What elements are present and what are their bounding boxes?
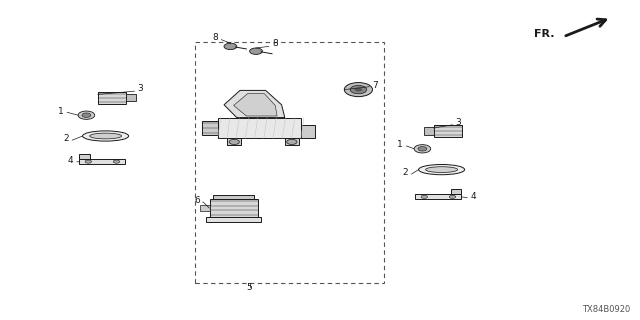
Circle shape [287,140,297,145]
Circle shape [421,195,428,198]
Circle shape [250,48,262,54]
Circle shape [414,145,431,153]
Polygon shape [234,94,277,116]
Text: 2: 2 [403,168,408,177]
Circle shape [418,147,427,151]
Text: 4: 4 [68,156,74,165]
Text: 7: 7 [372,81,378,90]
Circle shape [82,113,91,117]
Bar [210,199,258,217]
Ellipse shape [419,164,465,175]
Text: 4: 4 [470,192,476,201]
Bar [218,118,301,139]
Circle shape [113,160,120,163]
Text: 8: 8 [272,39,278,48]
Polygon shape [79,159,125,164]
Circle shape [449,195,456,198]
Bar [202,121,218,135]
Ellipse shape [90,133,122,139]
Bar [195,42,384,283]
Bar [212,195,255,199]
Circle shape [224,43,237,50]
Text: FR.: FR. [534,28,555,39]
Polygon shape [451,189,461,194]
Ellipse shape [426,167,458,172]
Text: TX84B0920: TX84B0920 [582,305,630,314]
Circle shape [78,111,95,119]
Bar [200,205,210,211]
Bar [285,139,299,145]
Text: 1: 1 [58,107,64,116]
Bar [301,125,315,138]
Polygon shape [79,154,90,159]
Bar [227,139,241,145]
Text: 1: 1 [397,140,403,149]
Text: 5: 5 [247,283,252,292]
Circle shape [85,160,92,163]
Text: 6: 6 [194,196,200,205]
Bar [434,125,463,137]
Text: 3: 3 [456,118,461,127]
Text: 2: 2 [63,134,69,143]
Polygon shape [224,91,285,118]
Circle shape [355,88,362,92]
Text: 8: 8 [212,33,218,42]
Bar [97,92,127,104]
Ellipse shape [83,131,129,141]
Circle shape [344,83,372,97]
Bar [127,94,136,101]
Bar [206,217,261,222]
Circle shape [229,140,239,145]
Bar [424,127,434,135]
Text: 3: 3 [138,84,143,93]
Polygon shape [415,194,461,199]
Circle shape [350,85,367,94]
